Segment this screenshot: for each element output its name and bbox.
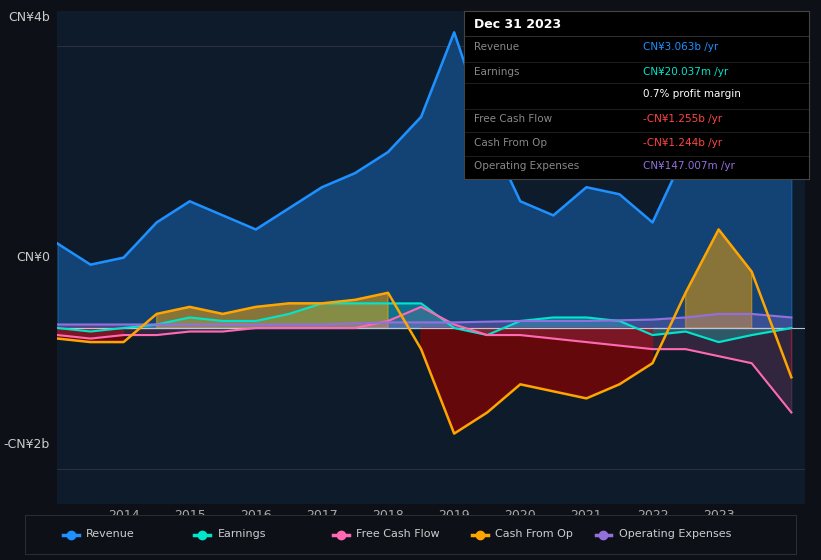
Text: Operating Expenses: Operating Expenses [619,529,732,539]
Text: CN¥20.037m /yr: CN¥20.037m /yr [643,67,728,77]
Text: -CN¥2b: -CN¥2b [4,438,50,451]
Text: Operating Expenses: Operating Expenses [475,161,580,171]
Text: CN¥147.007m /yr: CN¥147.007m /yr [643,161,735,171]
Text: Earnings: Earnings [218,529,266,539]
Text: Free Cash Flow: Free Cash Flow [356,529,440,539]
Text: -CN¥1.255b /yr: -CN¥1.255b /yr [643,114,722,124]
Text: CN¥0: CN¥0 [16,251,50,264]
Text: Cash From Op: Cash From Op [495,529,573,539]
Text: Free Cash Flow: Free Cash Flow [475,114,553,124]
Text: Dec 31 2023: Dec 31 2023 [475,18,562,31]
Text: Earnings: Earnings [475,67,520,77]
Text: -CN¥1.244b /yr: -CN¥1.244b /yr [643,138,722,148]
Text: 0.7% profit margin: 0.7% profit margin [643,89,741,99]
Text: CN¥4b: CN¥4b [8,11,50,24]
Text: CN¥3.063b /yr: CN¥3.063b /yr [643,42,718,52]
Text: Revenue: Revenue [86,529,135,539]
Text: Revenue: Revenue [475,42,520,52]
Text: Cash From Op: Cash From Op [475,138,548,148]
